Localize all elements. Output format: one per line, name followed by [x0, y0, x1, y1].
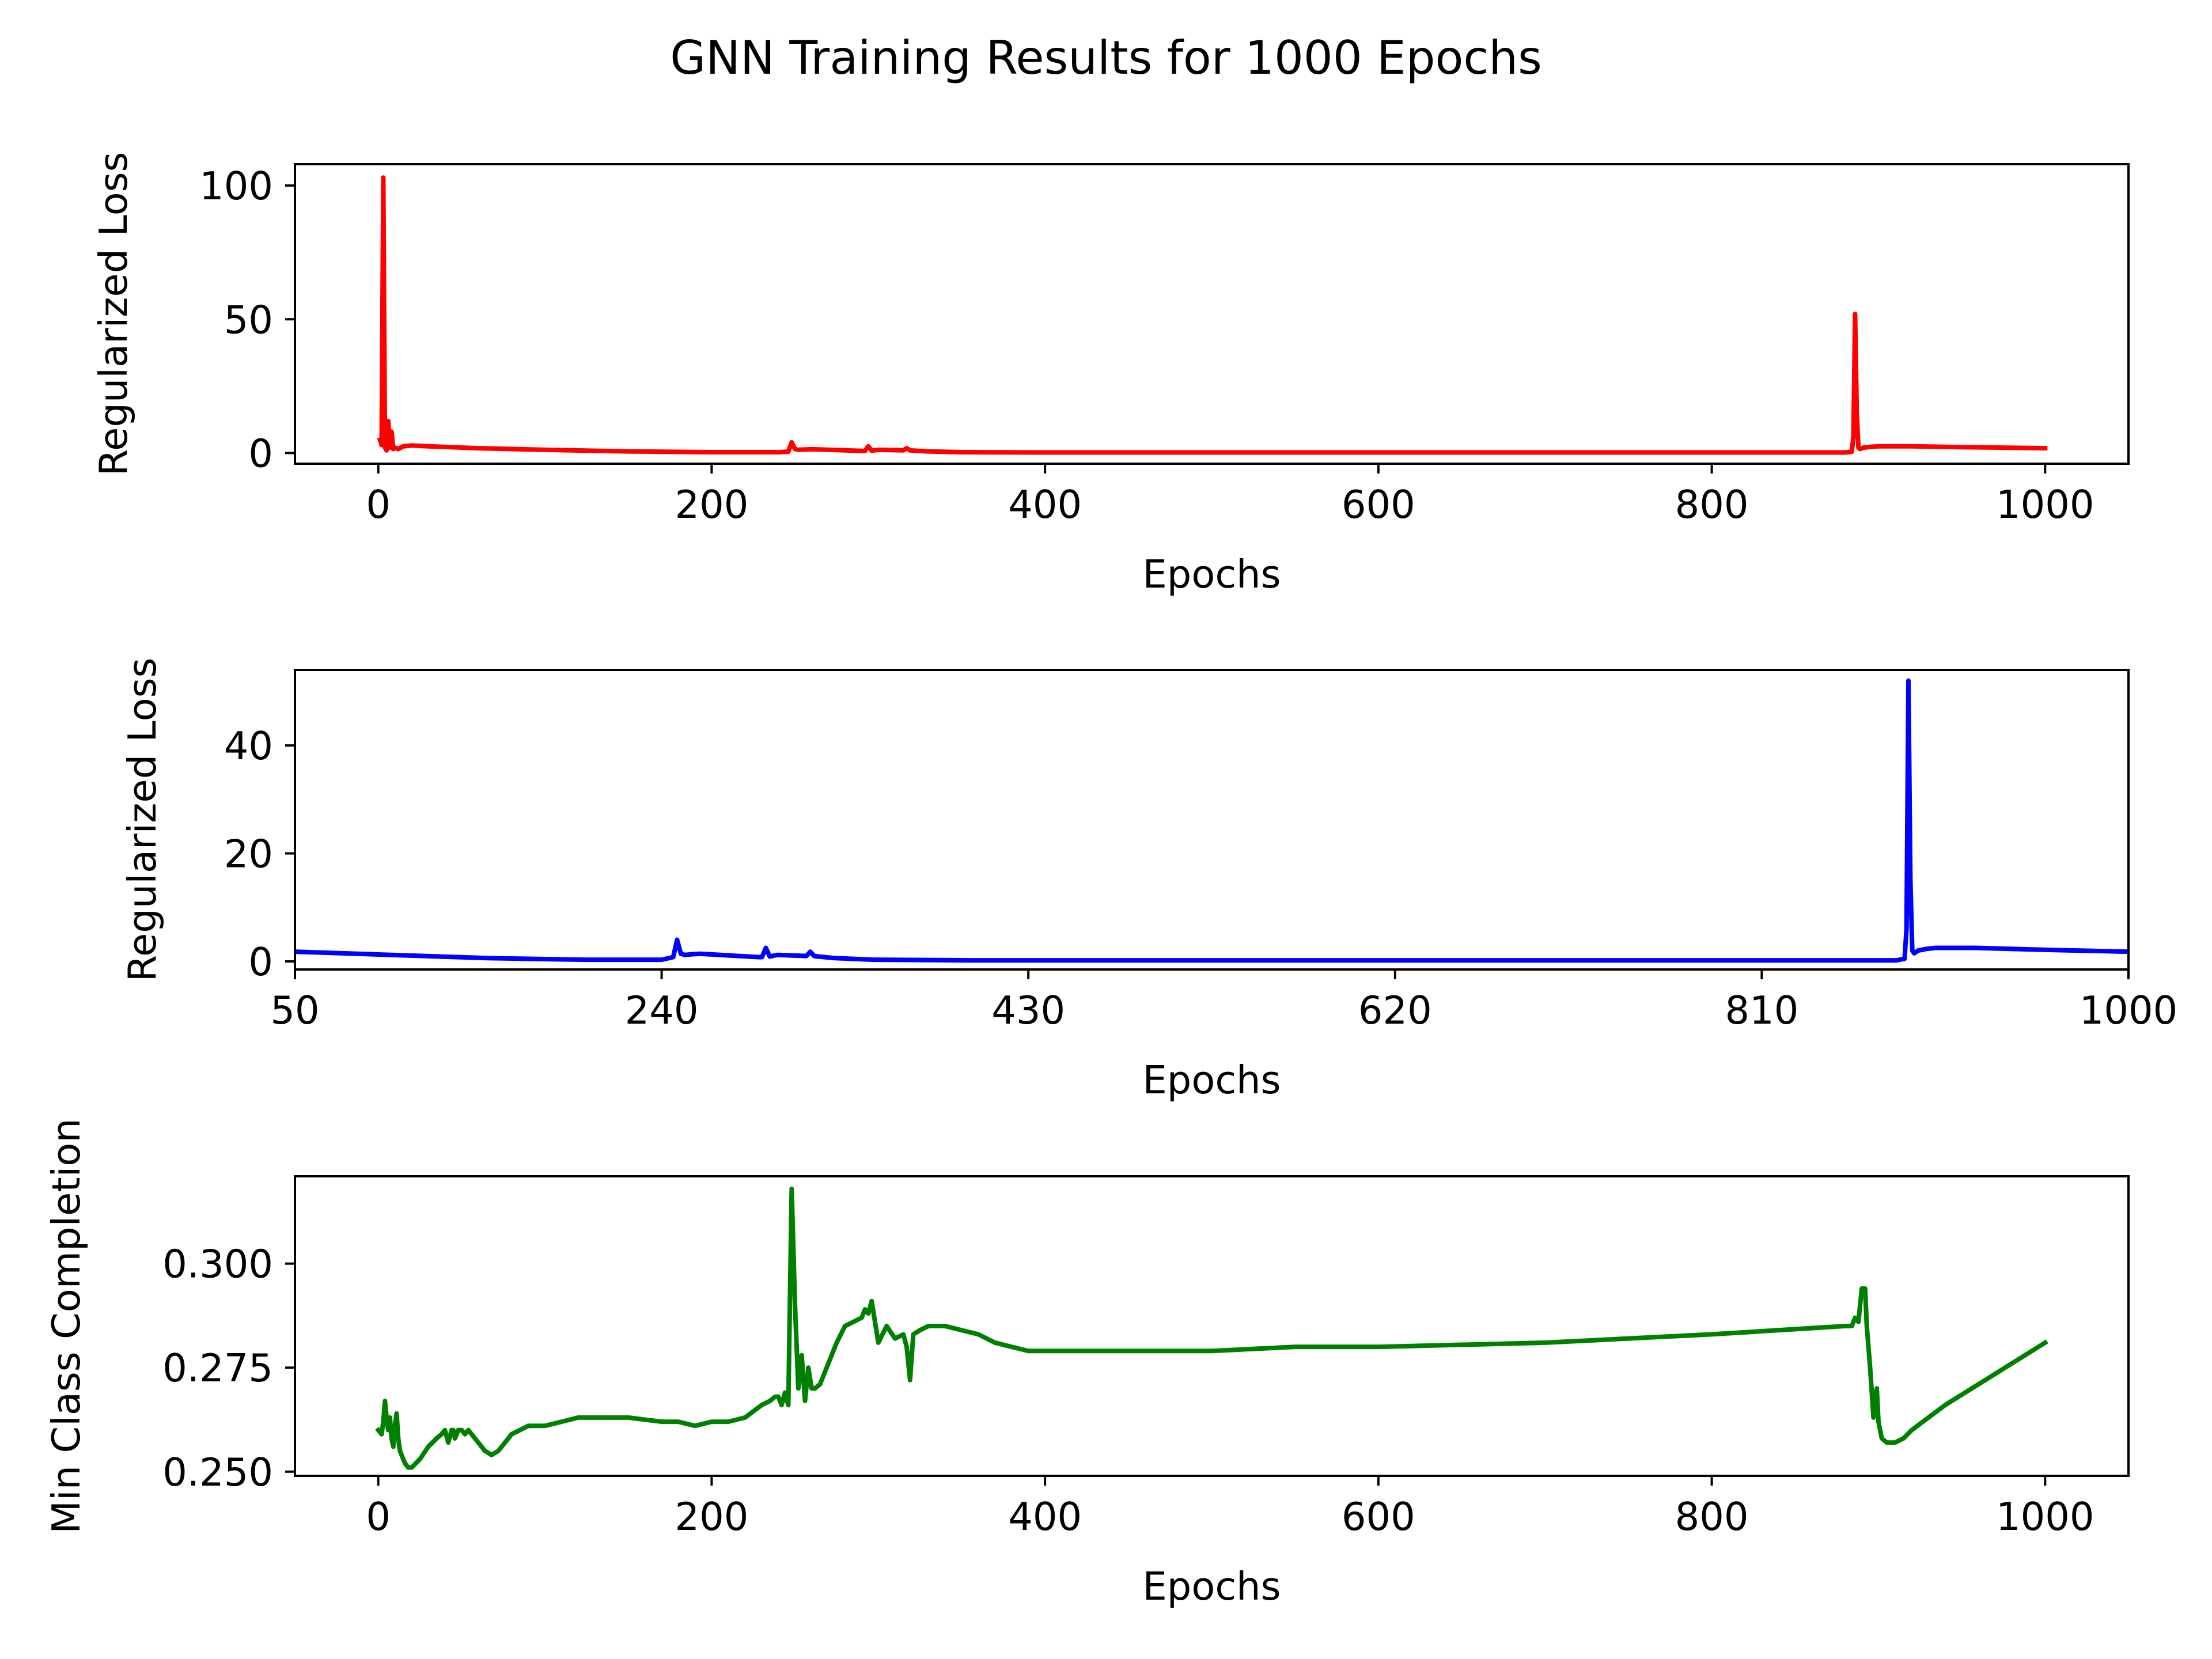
y-tick-label: 0: [248, 431, 273, 476]
charts: 0 200 400 600 800 1000050100EpochsRegularized…: [44, 152, 2177, 1609]
y-tick-label: 0.275: [162, 1346, 273, 1391]
x-tick-label: 430: [991, 988, 1065, 1033]
chart-panel-3: 0 200 400 600 800 1000 0.250 0.275 0.300 Epochs Mi…: [44, 1118, 2130, 1609]
plot-frame: [294, 669, 2130, 971]
x-tick-label: 800: [1675, 1494, 1749, 1539]
series-line-1: [377, 175, 2048, 455]
chart-panel-1: 0 200 400 600 800 1000 0 50 100 Epochs Regularized…: [91, 152, 2130, 597]
y-tick-label: 40: [224, 724, 273, 768]
y-axis-label: Min Class Completion: [44, 1118, 89, 1534]
y-tick-label: 20: [224, 832, 273, 877]
x-tick-label: 50: [270, 988, 319, 1033]
y-axis-label: Regularized Loss: [91, 152, 136, 476]
x-tick-label: 600: [1342, 1494, 1415, 1539]
chart-panel-2: 50 240 430 620 810 1000 0 20 40 Epochs Regularized…: [120, 658, 2177, 1103]
x-tick-label: 1000: [2080, 988, 2178, 1033]
plot-frame: [294, 163, 2130, 465]
x-tick-label: 600: [1342, 482, 1415, 527]
x-tick-label: 200: [675, 482, 748, 527]
y-tick-label: 50: [224, 297, 273, 342]
x-tick-label: 240: [625, 988, 699, 1033]
y-tick-label: 0: [248, 940, 273, 984]
figure-title: GNN Training Results for 1000 Epochs: [670, 31, 1542, 85]
y-tick-label: 0.250: [162, 1450, 273, 1495]
x-tick-label: 0: [366, 482, 391, 527]
x-tick-label: 800: [1675, 482, 1749, 527]
x-tick-label: 400: [1008, 1494, 1082, 1539]
series-line-1: [295, 678, 2128, 963]
plot-frame: [294, 1175, 2130, 1477]
y-tick-label: 0.300: [162, 1242, 273, 1287]
x-tick-label: 0: [366, 1494, 391, 1539]
x-tick-label: 620: [1358, 988, 1432, 1033]
x-axis-label: Epochs: [1142, 1564, 1281, 1609]
x-tick-label: 810: [1725, 988, 1798, 1033]
x-tick-label: 400: [1008, 482, 1082, 527]
x-tick-label: 200: [675, 1494, 748, 1539]
x-tick-label: 1000: [1996, 1494, 2094, 1539]
x-axis-label: Epochs: [1142, 1058, 1281, 1103]
y-tick-label: 100: [199, 164, 273, 209]
y-axis-label: Regularized Loss: [120, 658, 165, 982]
series-line-1: [375, 1186, 2048, 1470]
x-tick-label: 1000: [1996, 482, 2094, 527]
x-axis-label: Epochs: [1142, 552, 1281, 597]
